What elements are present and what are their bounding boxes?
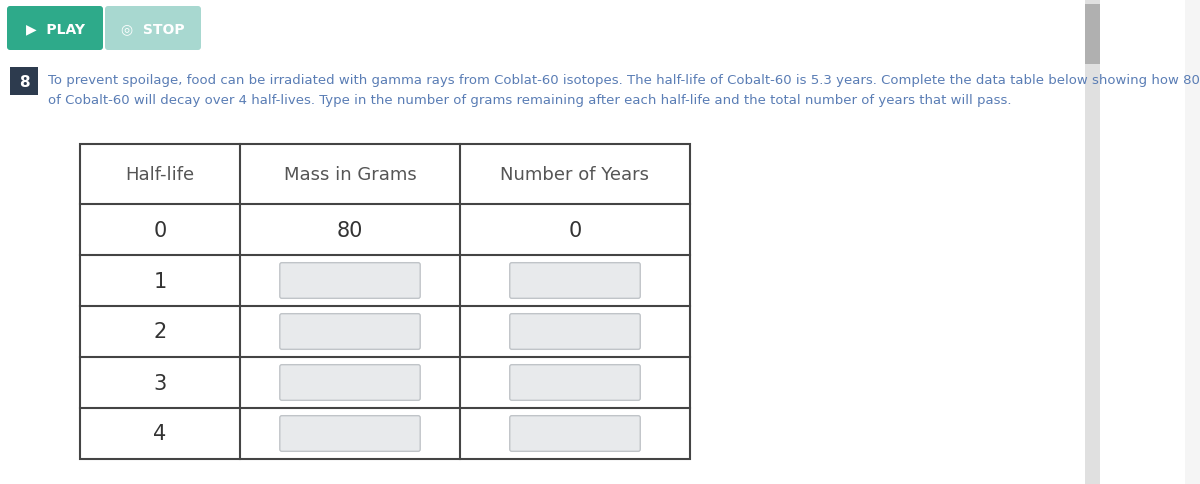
Text: To prevent spoilage, food can be irradiated with gamma rays from Coblat-60 isoto: To prevent spoilage, food can be irradia… <box>48 74 1200 107</box>
FancyBboxPatch shape <box>280 314 420 349</box>
FancyBboxPatch shape <box>510 416 641 452</box>
FancyBboxPatch shape <box>106 7 202 51</box>
FancyBboxPatch shape <box>510 263 641 299</box>
Text: ▶  PLAY: ▶ PLAY <box>25 22 84 36</box>
Bar <box>1085 5 1100 65</box>
FancyBboxPatch shape <box>510 365 641 400</box>
FancyBboxPatch shape <box>280 365 420 400</box>
Text: Number of Years: Number of Years <box>500 166 649 183</box>
Text: 0: 0 <box>569 220 582 240</box>
Text: Half-life: Half-life <box>126 166 194 183</box>
FancyBboxPatch shape <box>280 263 420 299</box>
Text: 3: 3 <box>154 373 167 393</box>
Text: 2: 2 <box>154 322 167 342</box>
FancyBboxPatch shape <box>7 7 103 51</box>
Text: 1: 1 <box>154 271 167 291</box>
FancyBboxPatch shape <box>510 314 641 349</box>
Text: 0: 0 <box>154 220 167 240</box>
Text: 4: 4 <box>154 424 167 443</box>
Text: Mass in Grams: Mass in Grams <box>283 166 416 183</box>
Bar <box>80 145 690 459</box>
Bar <box>1085 0 1100 484</box>
Text: ◎  STOP: ◎ STOP <box>121 22 185 36</box>
Bar <box>10 68 38 96</box>
FancyBboxPatch shape <box>280 416 420 452</box>
Text: 8: 8 <box>19 75 29 90</box>
Text: 80: 80 <box>337 220 364 240</box>
